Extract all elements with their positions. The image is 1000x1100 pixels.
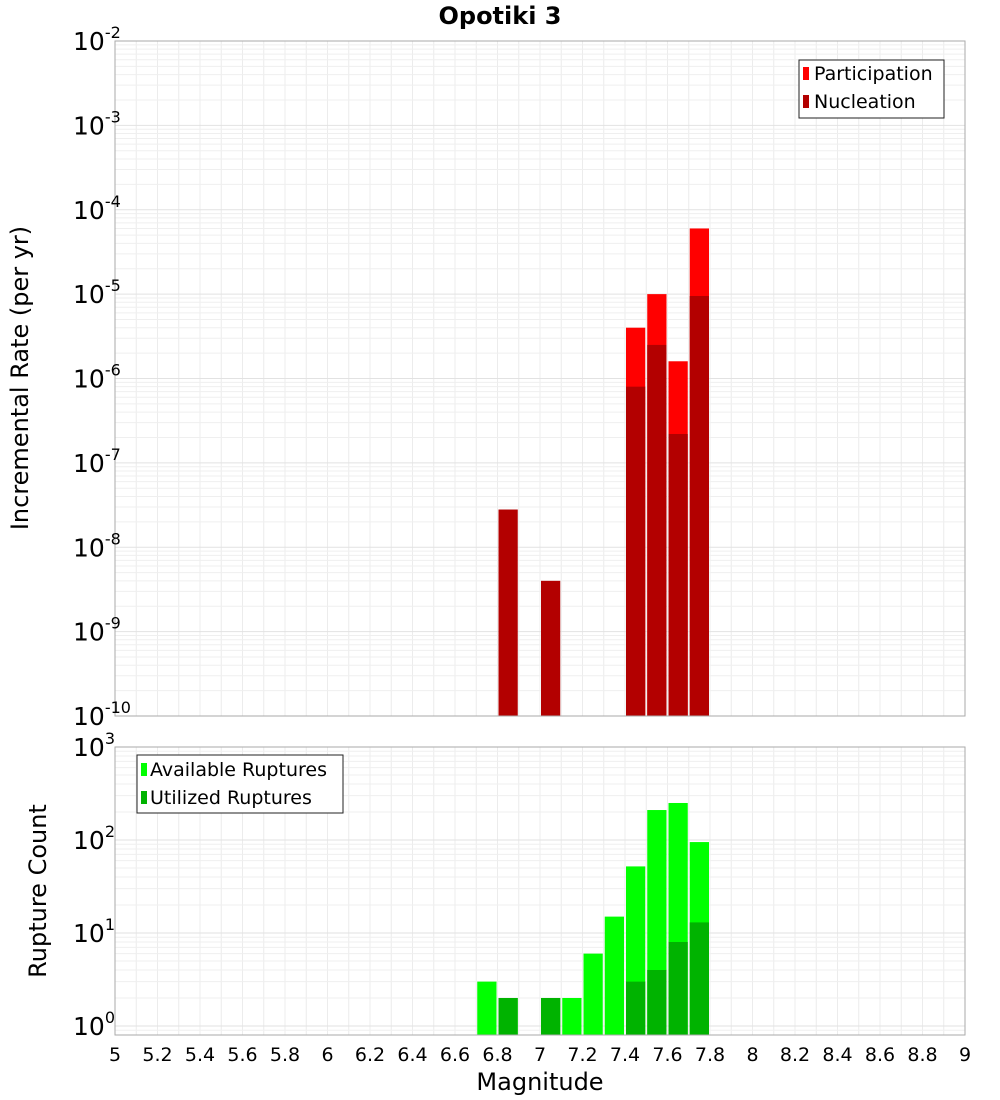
legend-label-participation: Participation bbox=[814, 63, 933, 85]
chart-title: Opotiki 3 bbox=[438, 2, 561, 30]
bottom-bar-utilized-ruptures bbox=[689, 922, 709, 1035]
x-tick-label: 5.6 bbox=[227, 1044, 257, 1066]
top-bar-nucleation bbox=[498, 509, 518, 716]
top-y-axis-label: Incremental Rate (per yr) bbox=[6, 226, 34, 530]
bottom-bar-available-ruptures bbox=[583, 953, 603, 1035]
bottom-legend-box bbox=[136, 754, 344, 814]
top-legend-box bbox=[798, 59, 945, 119]
bottom-y-tick-label: 103 bbox=[73, 729, 115, 762]
x-axis-label: Magnitude bbox=[476, 1068, 603, 1096]
top-plot-border bbox=[114, 40, 966, 717]
x-tick-label: 5.2 bbox=[142, 1044, 172, 1066]
legend-swatch-available bbox=[141, 763, 147, 776]
x-tick-label: 6.6 bbox=[440, 1044, 470, 1066]
x-tick-label: 7.2 bbox=[567, 1044, 597, 1066]
bottom-bar-utilized-ruptures bbox=[626, 981, 646, 1035]
legend-swatch-utilized bbox=[141, 791, 147, 804]
x-tick-label: 7.8 bbox=[695, 1044, 725, 1066]
x-tick-label: 6.4 bbox=[397, 1044, 427, 1066]
top-y-tick-label: 10-10 bbox=[73, 698, 131, 731]
legend-swatch-nucleation bbox=[803, 95, 809, 108]
top-bar-nucleation bbox=[647, 344, 667, 716]
top-legend: Participation Nucleation bbox=[798, 59, 945, 119]
x-tick-label: 8.6 bbox=[865, 1044, 895, 1066]
x-tick-label: 6 bbox=[321, 1044, 333, 1066]
top-bar-nucleation bbox=[668, 433, 688, 716]
x-tick-label: 6.8 bbox=[482, 1044, 512, 1066]
legend-label-utilized: Utilized Ruptures bbox=[150, 787, 312, 809]
bottom-plot-border bbox=[114, 746, 966, 1036]
legend-label-available: Available Ruptures bbox=[150, 759, 327, 781]
bottom-legend: Available Ruptures Utilized Ruptures bbox=[136, 754, 344, 814]
top-bar-nucleation bbox=[541, 580, 561, 716]
top-y-tick-label: 10-6 bbox=[73, 361, 121, 394]
bottom-bar-available-ruptures bbox=[477, 981, 497, 1035]
x-tick-label: 8 bbox=[746, 1044, 758, 1066]
top-bar-nucleation bbox=[626, 386, 646, 716]
x-tick-label: 8.8 bbox=[907, 1044, 937, 1066]
top-y-tick-label: 10-3 bbox=[73, 107, 121, 140]
top-grid bbox=[115, 41, 965, 716]
bottom-panel: 100 101 102 103 Rupture Count Available Rup… bbox=[24, 729, 971, 1096]
top-y-tick-label: 10-9 bbox=[73, 614, 121, 647]
x-tick-label: 9 bbox=[959, 1044, 971, 1066]
top-bars bbox=[498, 228, 709, 716]
top-y-tick-label: 10-7 bbox=[73, 445, 121, 478]
top-y-tick-label: 10-8 bbox=[73, 529, 121, 562]
bottom-y-tick-label: 102 bbox=[73, 822, 115, 855]
x-tick-label: 8.2 bbox=[780, 1044, 810, 1066]
x-tick-label: 5.8 bbox=[270, 1044, 300, 1066]
bottom-bar-utilized-ruptures bbox=[498, 997, 518, 1035]
bottom-y-ticks: 100 101 102 103 bbox=[73, 729, 115, 1041]
top-y-tick-label: 10-2 bbox=[73, 23, 121, 56]
bottom-y-tick-label: 100 bbox=[73, 1008, 115, 1041]
x-tick-label: 6.2 bbox=[355, 1044, 385, 1066]
top-panel: 10-10 10-9 10-8 10-7 10-6 10-5 10-4 10-3 10-2 In… bbox=[6, 23, 966, 731]
bottom-bar-utilized-ruptures bbox=[647, 969, 667, 1035]
top-y-tick-label: 10-5 bbox=[73, 276, 121, 309]
bottom-y-axis-label: Rupture Count bbox=[24, 804, 52, 978]
x-tick-label: 8.4 bbox=[822, 1044, 852, 1066]
x-tick-label: 5.4 bbox=[185, 1044, 215, 1066]
bottom-bar-utilized-ruptures bbox=[541, 997, 561, 1035]
bottom-y-tick-label: 101 bbox=[73, 915, 115, 948]
x-tick-label: 5 bbox=[109, 1044, 121, 1066]
bottom-bar-available-ruptures bbox=[562, 997, 582, 1035]
x-ticks: 5 5.2 5.4 5.6 5.8 6 6.2 6.4 6.6 6.8 7 7.2 7.4 7.6 7.8 8… bbox=[109, 1044, 971, 1066]
x-tick-label: 7.4 bbox=[610, 1044, 640, 1066]
x-tick-label: 7 bbox=[534, 1044, 546, 1066]
legend-label-nucleation: Nucleation bbox=[814, 91, 916, 113]
legend-swatch-participation bbox=[803, 67, 809, 80]
top-y-tick-label: 10-4 bbox=[73, 192, 121, 225]
x-tick-label: 7.6 bbox=[652, 1044, 682, 1066]
bottom-grid bbox=[115, 747, 965, 1035]
bottom-bar-available-ruptures bbox=[604, 916, 624, 1035]
bottom-bars bbox=[477, 802, 709, 1035]
top-y-ticks: 10-10 10-9 10-8 10-7 10-6 10-5 10-4 10-3 10-2 bbox=[73, 23, 131, 731]
bottom-bar-utilized-ruptures bbox=[668, 942, 688, 1035]
top-bar-nucleation bbox=[689, 296, 709, 716]
